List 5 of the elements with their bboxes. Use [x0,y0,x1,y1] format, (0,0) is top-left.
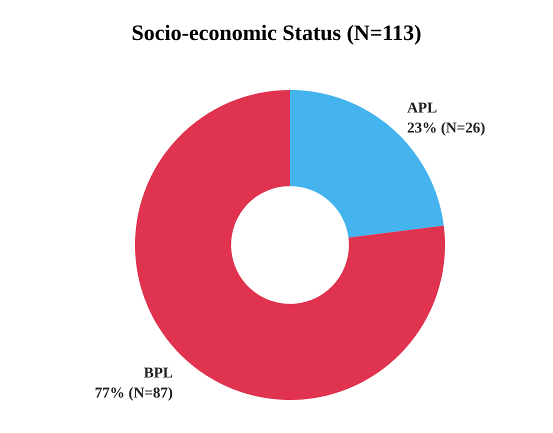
data-label: 77% (N=87) [94,386,173,402]
slice-label: BPL [144,366,173,382]
data-label: 23% (N=26) [407,120,486,136]
chart-title: Socio-economic Status (N=113) [132,20,422,45]
slice-label: APL [407,100,438,116]
